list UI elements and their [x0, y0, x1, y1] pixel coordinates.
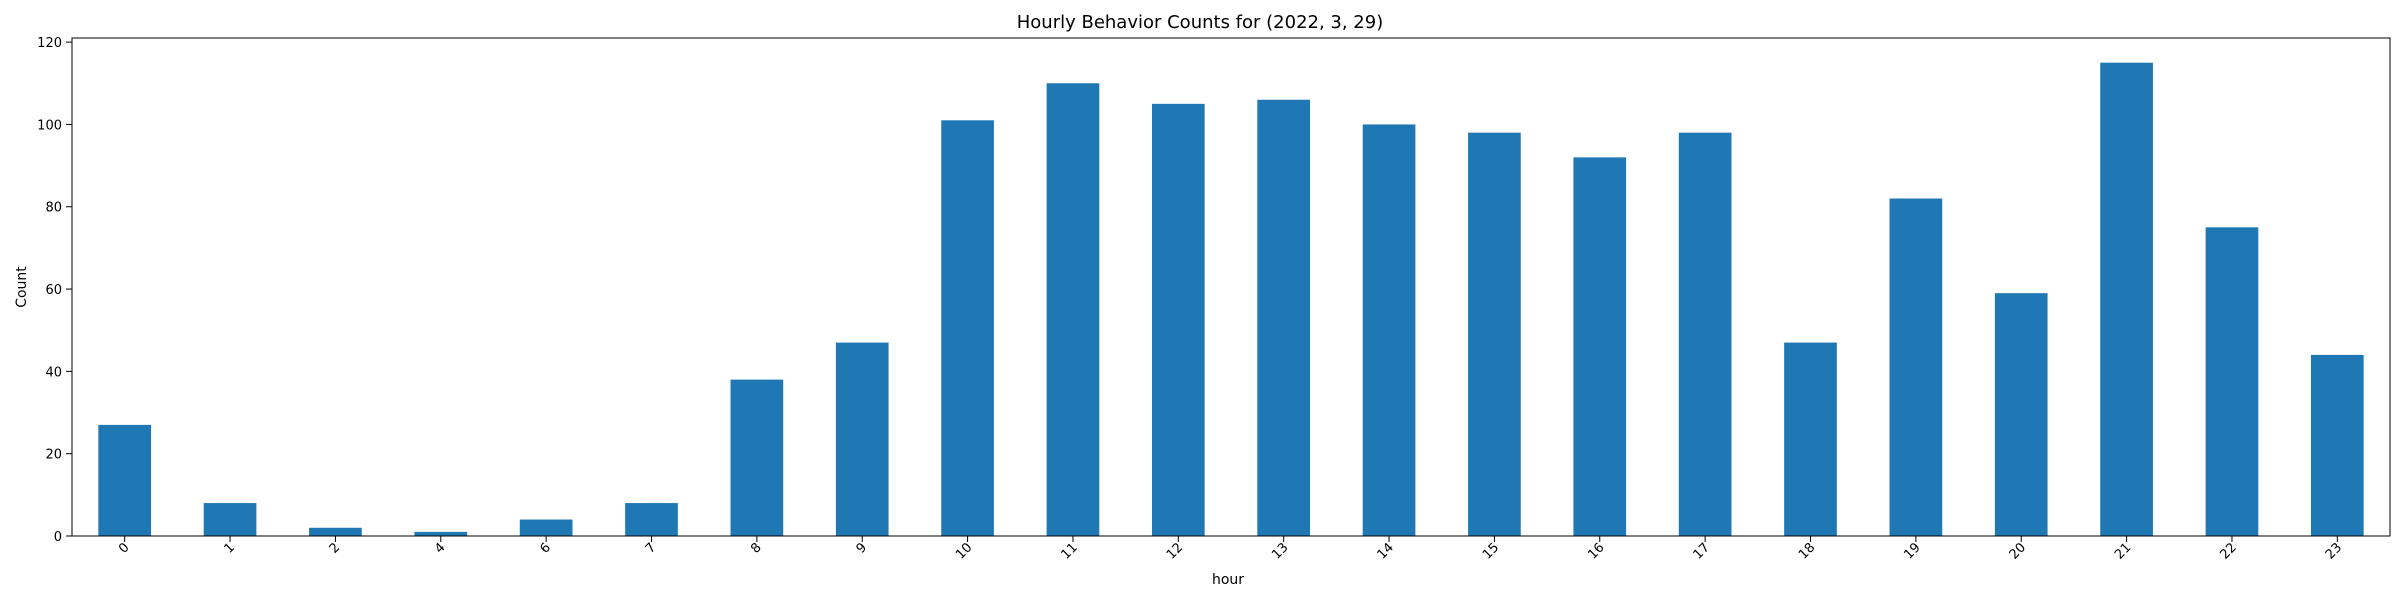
- bar-hour-23: [2310, 354, 2364, 536]
- chart-title: Hourly Behavior Counts for (2022, 3, 29): [1017, 12, 1384, 33]
- y-axis-label: Count: [14, 266, 30, 308]
- x-tick-label: 6: [538, 540, 554, 556]
- y-tick-label: 100: [37, 118, 62, 133]
- x-tick-label: 0: [116, 540, 132, 556]
- bar-hour-14: [1362, 124, 1416, 536]
- y-tick-label: 80: [45, 201, 62, 216]
- bar-hour-10: [941, 120, 994, 536]
- bar-hour-13: [1257, 99, 1311, 536]
- x-tick-label: 21: [2112, 540, 2134, 562]
- x-axis-label: hour: [1212, 572, 1244, 588]
- y-tick-label: 120: [37, 36, 62, 51]
- x-tick-label: 16: [1585, 540, 1607, 562]
- bar-hour-20: [1994, 293, 2048, 536]
- x-tick-label: 9: [854, 540, 870, 556]
- x-tick-label: 17: [1691, 540, 1713, 562]
- bar-hour-4: [414, 531, 468, 536]
- y-tick-label: 40: [45, 365, 62, 380]
- x-tick-label: 19: [1901, 540, 1923, 562]
- y-axis-ticks: 0 20 40 60 80 100 120: [37, 36, 72, 545]
- x-tick-label: 13: [1269, 540, 1291, 562]
- bar-hour-19: [1889, 198, 1943, 536]
- bar-hour-11: [1046, 83, 1100, 536]
- x-tick-label: 20: [2007, 540, 2029, 562]
- bar-hour-0: [98, 424, 152, 536]
- bars-group: [98, 62, 2364, 536]
- x-tick-label: 8: [748, 540, 764, 556]
- bar-hour-7: [625, 503, 678, 536]
- y-tick-label: 20: [45, 448, 62, 463]
- y-tick-label: 0: [54, 530, 62, 545]
- x-tick-label: 4: [432, 540, 448, 556]
- x-tick-label: 14: [1375, 540, 1397, 562]
- x-tick-label: 12: [1164, 540, 1186, 562]
- bar-hour-17: [1678, 132, 1732, 536]
- x-tick-label: 10: [953, 540, 975, 562]
- x-tick-label: 2: [327, 540, 343, 556]
- x-tick-label: 11: [1058, 540, 1080, 562]
- bar-hour-2: [309, 527, 362, 536]
- bar-hour-1: [203, 503, 257, 536]
- y-tick-label: 60: [45, 283, 62, 298]
- x-tick-label: 23: [2323, 540, 2345, 562]
- plot-frame: [71, 37, 2391, 537]
- bar-hour-8: [730, 379, 784, 536]
- bar-hour-6: [519, 519, 573, 536]
- x-tick-label: 1: [221, 540, 237, 556]
- bar-hour-22: [2205, 227, 2259, 536]
- bar-hour-12: [1151, 103, 1205, 536]
- x-tick-label: 18: [1796, 540, 1818, 562]
- x-tick-label: 15: [1480, 540, 1502, 562]
- x-axis-ticks: 0 1 2 4 6 7 8 9 10 11 12 13 14 15 16 17 18 19 20 21 22 23: [116, 536, 2345, 563]
- bar-hour-9: [835, 342, 889, 536]
- bar-hour-16: [1573, 157, 1627, 536]
- bar-hour-21: [2100, 62, 2153, 536]
- bar-hour-15: [1468, 132, 1521, 536]
- x-tick-label: 22: [2217, 540, 2239, 562]
- bar-hour-18: [1784, 342, 1837, 536]
- x-tick-label: 7: [643, 540, 659, 556]
